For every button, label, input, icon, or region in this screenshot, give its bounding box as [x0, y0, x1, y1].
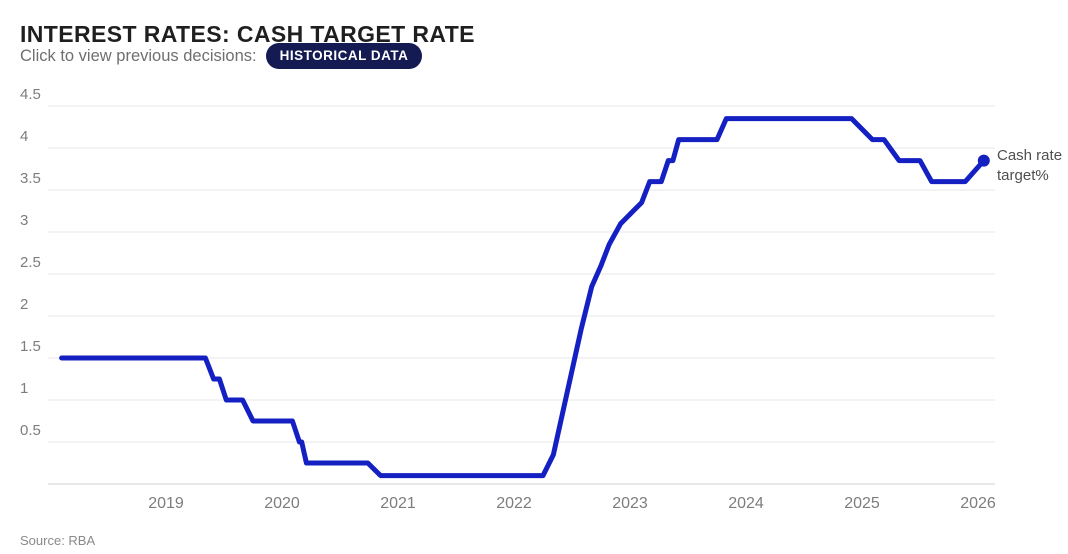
y-tick-label: 0.5	[20, 422, 41, 439]
series-label: Cash rate target%	[997, 147, 1063, 184]
x-tick-label: 2023	[612, 495, 648, 512]
y-tick-label: 1.5	[20, 338, 41, 355]
y-tick-label: 4	[20, 128, 28, 145]
x-tick-label: 2024	[728, 495, 764, 512]
x-tick-label: 2022	[496, 495, 532, 512]
x-tick-label: 2019	[148, 495, 184, 512]
y-tick-label: 3	[20, 212, 28, 229]
x-tick-label: 2021	[380, 495, 416, 512]
source-note: Source: RBA	[20, 533, 96, 548]
current-rate-dot[interactable]	[977, 154, 990, 167]
cash-rate-line	[59, 116, 987, 479]
y-tick-label: 3.5	[20, 170, 41, 187]
y-tick-label: 4.5	[20, 86, 41, 103]
y-tick-label: 2	[20, 296, 28, 313]
y-tick-label: 1	[20, 380, 28, 397]
subtitle-text: Click to view previous decisions:	[20, 46, 257, 65]
subtitle-row: Click to view previous decisions: HISTOR…	[20, 42, 423, 70]
historical-data-button[interactable]: HISTORICAL DATA	[265, 43, 423, 69]
x-tick-label: 2026	[960, 495, 996, 512]
x-tick-label: 2020	[264, 495, 300, 512]
y-tick-label: 2.5	[20, 254, 41, 271]
x-tick-label: 2025	[844, 495, 880, 512]
